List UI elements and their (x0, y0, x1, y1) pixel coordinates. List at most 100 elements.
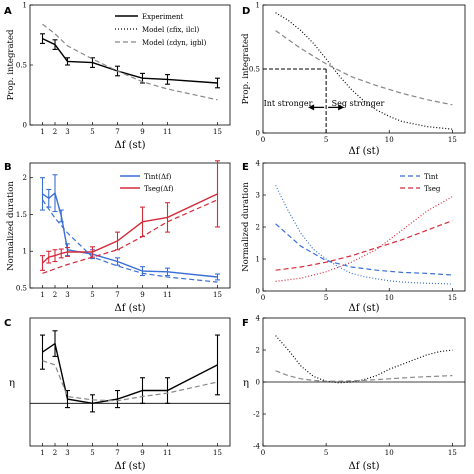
legend-tint-label: Tint(Δf) (144, 173, 172, 181)
x-tick-label: 15 (448, 136, 457, 144)
annotation-int-stronger: Int stronger (264, 99, 313, 108)
panel-f-label: F (242, 318, 249, 329)
panel-e-plot: 0 5 10 15 0 1 2 3 4 (256, 160, 457, 303)
y-tick-label: -2 (253, 411, 260, 419)
panel-b-ylabel: Normalized duration (6, 181, 16, 271)
series-line (275, 196, 453, 282)
x-tick-label: 1 (40, 291, 44, 299)
series-line (42, 342, 218, 405)
series-line (42, 37, 218, 84)
panel-c-label: C (4, 318, 11, 329)
x-tick-label: 3 (65, 291, 69, 299)
series-line (42, 23, 218, 101)
y-tick-label: -4 (253, 443, 260, 451)
panel-a-frame (29, 4, 231, 126)
panel-e: E 0 5 10 15 0 1 2 3 4 Tint Tseg Δf (st) Normaliz… (241, 160, 466, 314)
panel-e-label: E (242, 162, 249, 173)
panel-f-plot: 0 5 10 15 -4 -2 0 2 4 (253, 315, 465, 457)
panel-c: C 1 2 3 5 7 9 11 15 Δf (st) η (4, 317, 231, 472)
x-tick-label: 11 (163, 291, 172, 299)
x-tick-label: 5 (324, 449, 328, 457)
panel-b: B 1 2 3 5 7 9 11 150.511.52 Tint(Δf) Tseg(Δf) Δ… (4, 160, 231, 314)
panel-c-plot: 1 2 3 5 7 9 11 15 (30, 330, 230, 457)
y-tick-label: 0 (256, 130, 260, 138)
panel-a-ylabel: Prop. integrated (6, 29, 16, 100)
panel-e-xlabel: Δf (st) (348, 303, 379, 314)
panel-f: F 0 5 10 15 -4 -2 0 2 4 Δf (st) η (242, 315, 466, 472)
x-tick-label: 15 (448, 449, 457, 457)
panel-a-xlabel: Δf (st) (114, 140, 145, 151)
series-line (42, 360, 218, 402)
annotation-seg-stronger: Seg stronger (332, 99, 385, 108)
x-tick-label: 9 (140, 128, 144, 136)
series-line (275, 185, 453, 285)
series-line (42, 193, 218, 264)
y-tick-label: 0.5 (16, 62, 27, 70)
panel-a: A 1 2 3 5 7 9 11 15 0 0.5 1 Experiment Model (εfix… (4, 2, 231, 151)
x-tick-label: 10 (385, 294, 394, 302)
y-tick-label: 0.5 (249, 66, 260, 74)
series-line (275, 30, 453, 106)
x-tick-label: 0 (261, 294, 265, 302)
panel-a-plot: 1 2 3 5 7 9 11 15 0 0.5 1 (16, 2, 222, 137)
x-tick-label: 0 (261, 136, 265, 144)
panel-e-frame (262, 162, 466, 292)
legend-tseg-label: Tseg(Δf) (144, 185, 174, 193)
series-line (275, 223, 453, 276)
panel-d-label: D (242, 6, 250, 17)
legend-e-tseg-label: Tseg (424, 185, 441, 193)
series-line (275, 370, 453, 382)
panel-b-label: B (4, 162, 12, 173)
x-tick-label: 1 (40, 449, 44, 457)
panel-c-ylabel: η (9, 378, 15, 389)
x-tick-label: 15 (213, 449, 222, 457)
y-tick-label: 0 (23, 122, 27, 130)
x-tick-label: 7 (115, 128, 119, 136)
arrow-int-head (308, 104, 315, 111)
series-line (42, 199, 218, 274)
x-tick-label: 5 (90, 128, 94, 136)
panel-c-frame (29, 317, 231, 447)
x-tick-label: 9 (140, 449, 144, 457)
y-tick-label: 2 (23, 174, 27, 182)
x-tick-label: 2 (53, 291, 57, 299)
x-tick-label: 11 (163, 128, 172, 136)
legend-model-fix-label: Model (εfix, ilcl) (142, 26, 200, 34)
series-line (275, 335, 453, 384)
x-tick-label: 11 (163, 449, 172, 457)
y-tick-label: 2 (256, 224, 260, 232)
legend-experiment-label: Experiment (142, 13, 184, 21)
panel-b-legend: Tint(Δf) Tseg(Δf) (120, 173, 174, 193)
x-tick-label: 10 (385, 136, 394, 144)
x-tick-label: 9 (140, 291, 144, 299)
x-tick-label: 1 (40, 128, 44, 136)
y-tick-label: 1 (23, 2, 27, 10)
arrow-seg-head (338, 104, 345, 111)
panel-a-label: A (4, 6, 12, 17)
y-tick-label: 1.5 (16, 211, 27, 219)
panel-d-plot: 0 5 10 15 0 0.5 1 (249, 2, 457, 145)
y-tick-label: 1 (256, 2, 260, 10)
x-tick-label: 5 (324, 136, 328, 144)
legend-e-tint-label: Tint (424, 173, 438, 181)
panel-f-ylabel: η (243, 378, 249, 389)
series-line (275, 12, 453, 130)
x-tick-label: 5 (90, 449, 94, 457)
y-tick-label: 3 (256, 192, 260, 200)
legend-model-dyn-label: Model (εdyn, igbl) (142, 39, 207, 47)
panel-c-xlabel: Δf (st) (114, 461, 145, 472)
x-tick-label: 10 (385, 449, 394, 457)
x-tick-label: 2 (53, 449, 57, 457)
series-line (275, 220, 453, 271)
panel-f-xlabel: Δf (st) (348, 461, 379, 472)
panel-b-frame (29, 162, 231, 289)
y-tick-label: 0.5 (16, 285, 27, 293)
y-tick-label: 4 (256, 160, 261, 168)
panel-a-legend: Experiment Model (εfix, ilcl) Model (εdy… (115, 13, 207, 47)
x-tick-label: 15 (213, 128, 222, 136)
x-tick-label: 5 (324, 294, 328, 302)
panel-b-plot: 1 2 3 5 7 9 11 150.511.52 (16, 160, 222, 299)
x-tick-label: 7 (115, 291, 119, 299)
x-tick-label: 5 (90, 291, 94, 299)
